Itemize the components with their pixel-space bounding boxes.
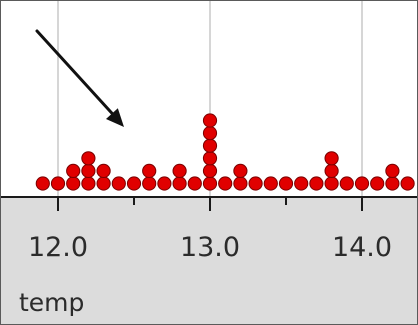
data-dot: [202, 163, 218, 178]
data-dot: [66, 163, 81, 178]
data-dot: [324, 176, 339, 191]
data-dot: [96, 176, 111, 191]
data-dot: [218, 176, 233, 191]
data-dot: [81, 151, 96, 166]
data-dot: [263, 176, 278, 191]
data-dot: [294, 176, 309, 191]
data-dot: [385, 176, 400, 191]
data-dot: [187, 176, 202, 191]
data-dots: [35, 113, 415, 191]
data-dot: [202, 151, 218, 166]
x-tick-label: 13.0: [180, 232, 240, 263]
data-dot: [35, 176, 50, 191]
data-dot: [96, 163, 111, 178]
data-dot: [233, 176, 248, 191]
data-dot: [142, 176, 157, 191]
data-dot: [172, 176, 187, 191]
x-axis-ticks: 12.0 13.0 14.0: [28, 197, 392, 263]
data-dot: [309, 176, 324, 191]
data-dot: [50, 176, 66, 191]
data-dot: [202, 113, 218, 128]
data-dot: [400, 176, 415, 191]
axis-panel: [1, 197, 417, 324]
data-dot: [202, 126, 218, 141]
x-axis-label: temp: [19, 288, 84, 317]
x-tick-label: 14.0: [332, 232, 392, 263]
data-dot: [66, 176, 81, 191]
data-dot: [81, 176, 96, 191]
data-dot: [233, 163, 248, 178]
data-dot: [126, 176, 142, 191]
data-dot: [172, 163, 187, 178]
x-tick-label: 12.0: [28, 232, 88, 263]
data-dot: [385, 163, 400, 178]
data-dot: [157, 176, 172, 191]
data-dot: [278, 176, 294, 191]
arrow-head: [105, 108, 124, 127]
data-dot: [354, 176, 370, 191]
data-dot: [248, 176, 263, 191]
data-dot: [324, 163, 339, 178]
arrow-annotation[interactable]: [35, 29, 124, 127]
data-dot: [81, 163, 96, 178]
data-dot: [339, 176, 354, 191]
data-dot: [370, 176, 385, 191]
arrow-shaft: [35, 29, 121, 123]
data-dot: [202, 176, 218, 191]
data-dot: [202, 138, 218, 153]
data-dot: [142, 163, 157, 178]
data-dot: [324, 151, 339, 166]
data-dot: [111, 176, 126, 191]
